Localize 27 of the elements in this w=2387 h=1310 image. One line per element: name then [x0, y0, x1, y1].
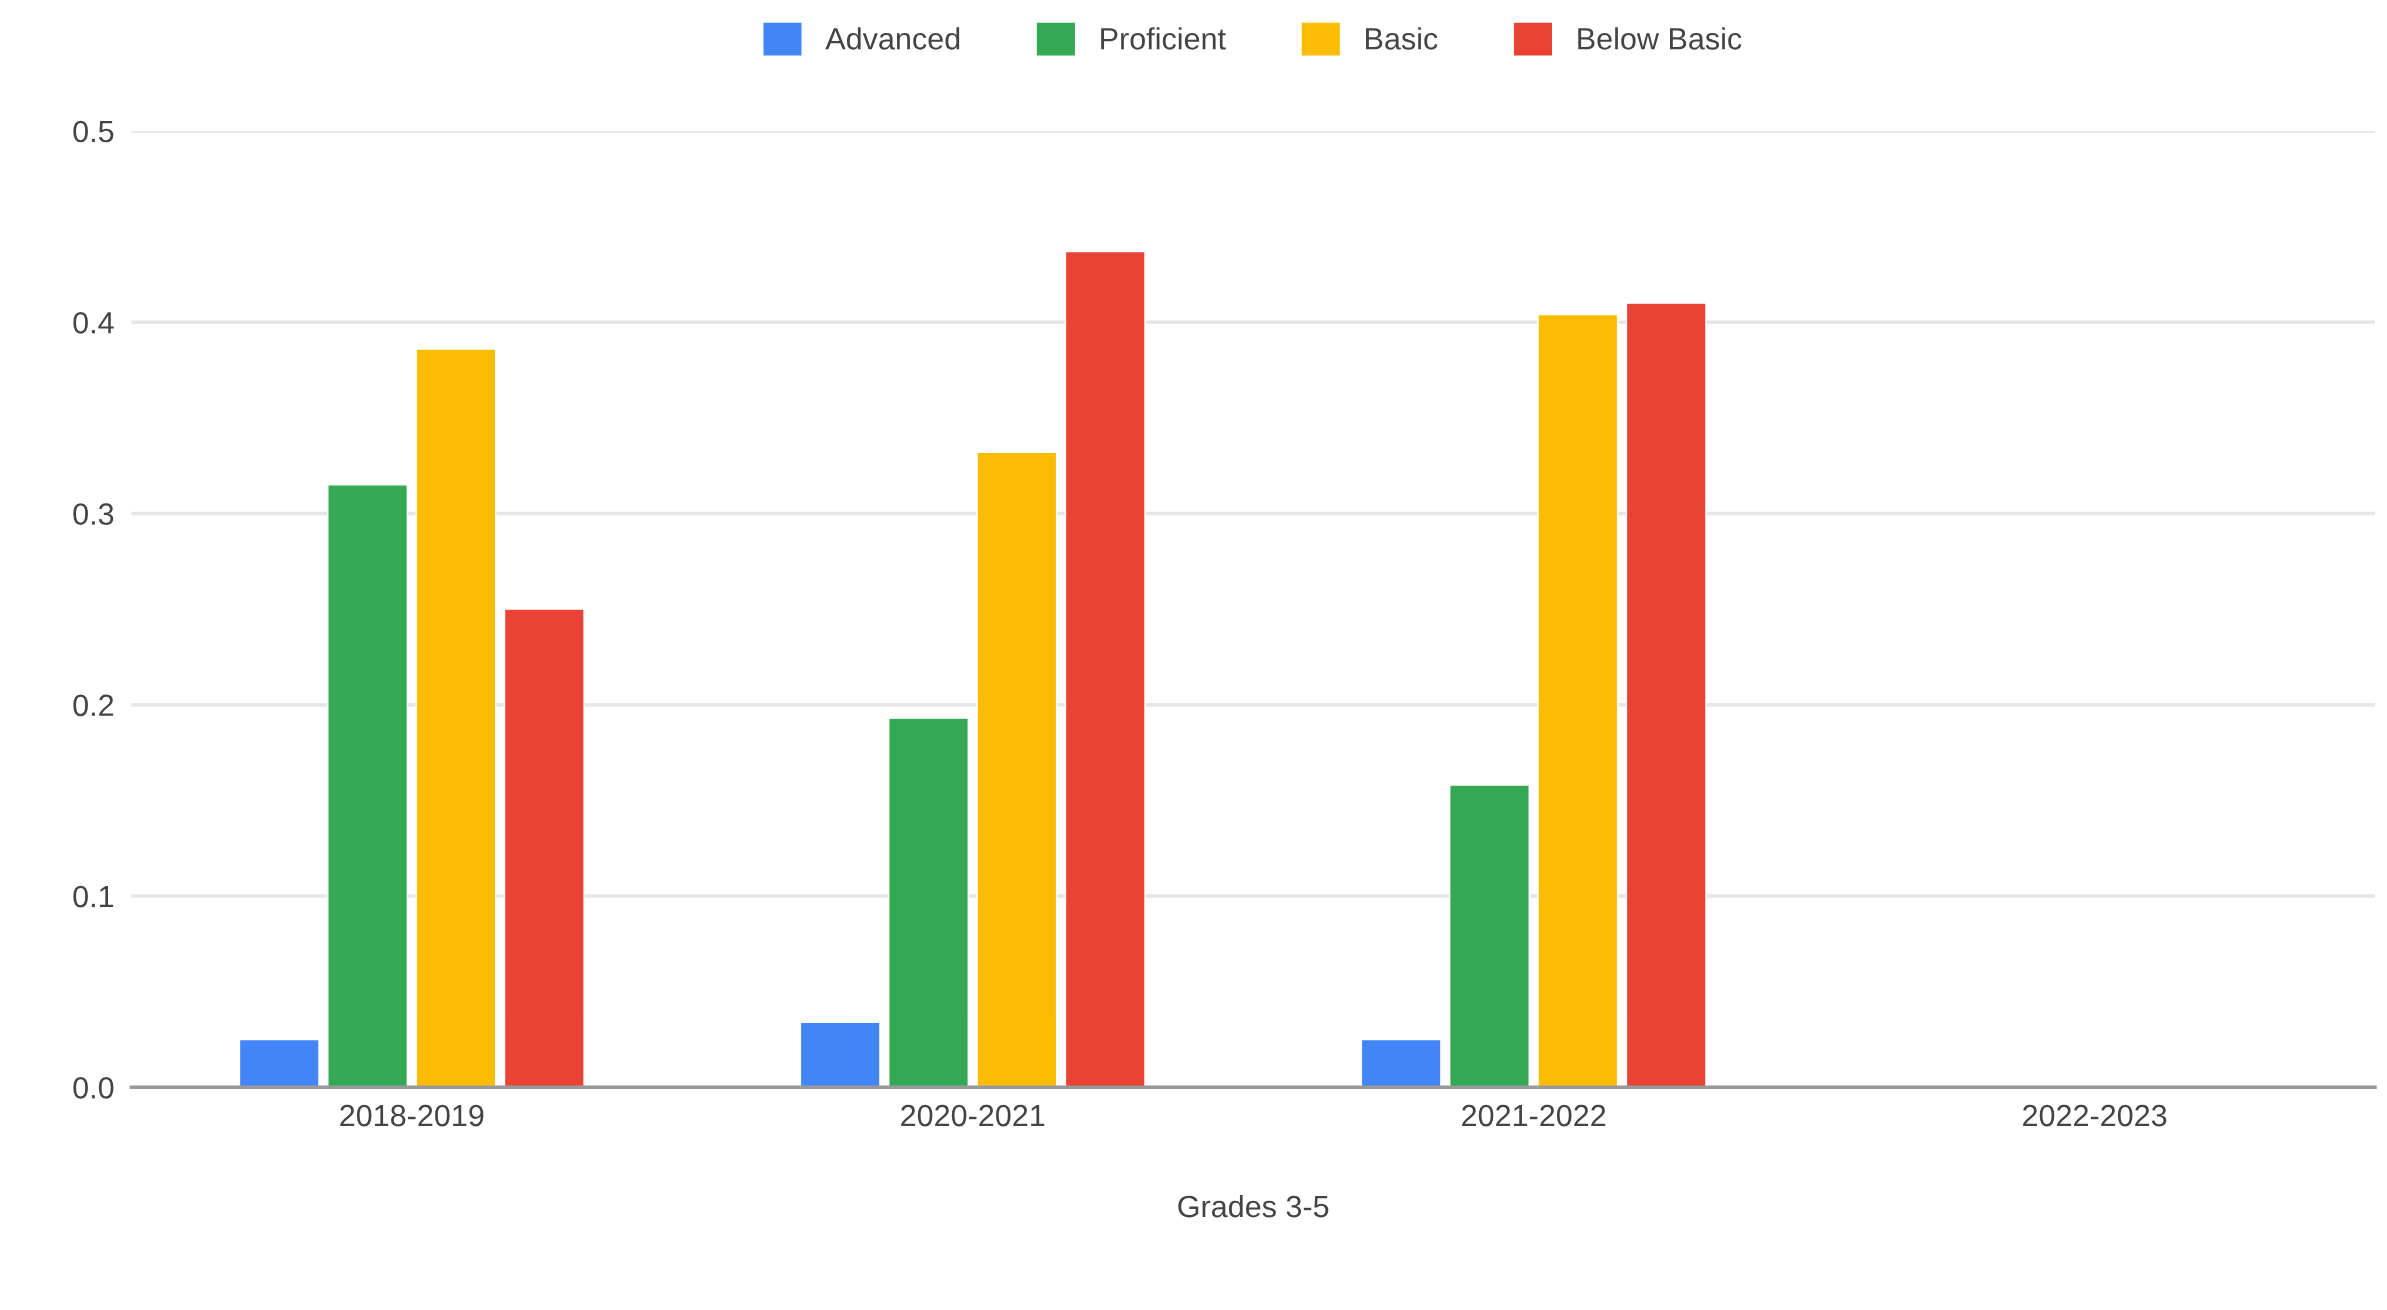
bar [1537, 313, 1619, 1088]
x-tick-label: 2021-2022 [1462, 1104, 1606, 1127]
x-tick-label: 2018-2019 [340, 1104, 484, 1127]
bar [415, 348, 497, 1088]
bar [1064, 250, 1146, 1088]
y-tick-label: 0.3 [73, 503, 114, 525]
bar [888, 717, 969, 1088]
bar [327, 484, 409, 1088]
legend-label: Advanced [825, 27, 960, 50]
y-tick-label: 0.2 [73, 694, 114, 717]
bar [799, 1021, 881, 1088]
bar [1449, 784, 1530, 1088]
bar [1360, 1038, 1442, 1088]
y-tick-label: 0.1 [73, 885, 114, 908]
x-axis-title: Grades 3-5 [1178, 1194, 1329, 1218]
x-tick-label: 2020-2021 [901, 1104, 1045, 1127]
bar [503, 608, 585, 1088]
y-tick-label: 0.0 [73, 1077, 114, 1099]
legend-label: Basic [1366, 27, 1438, 50]
legend-label: Below Basic [1578, 27, 1742, 50]
legend-label: Proficient [1101, 27, 1226, 50]
y-tick-label: 0.4 [73, 312, 114, 334]
x-tick-label: 2022-2023 [2023, 1104, 2167, 1127]
y-tick-label: 0.5 [73, 120, 114, 143]
bar [976, 451, 1058, 1088]
bar [238, 1038, 320, 1088]
bar [1625, 302, 1707, 1088]
